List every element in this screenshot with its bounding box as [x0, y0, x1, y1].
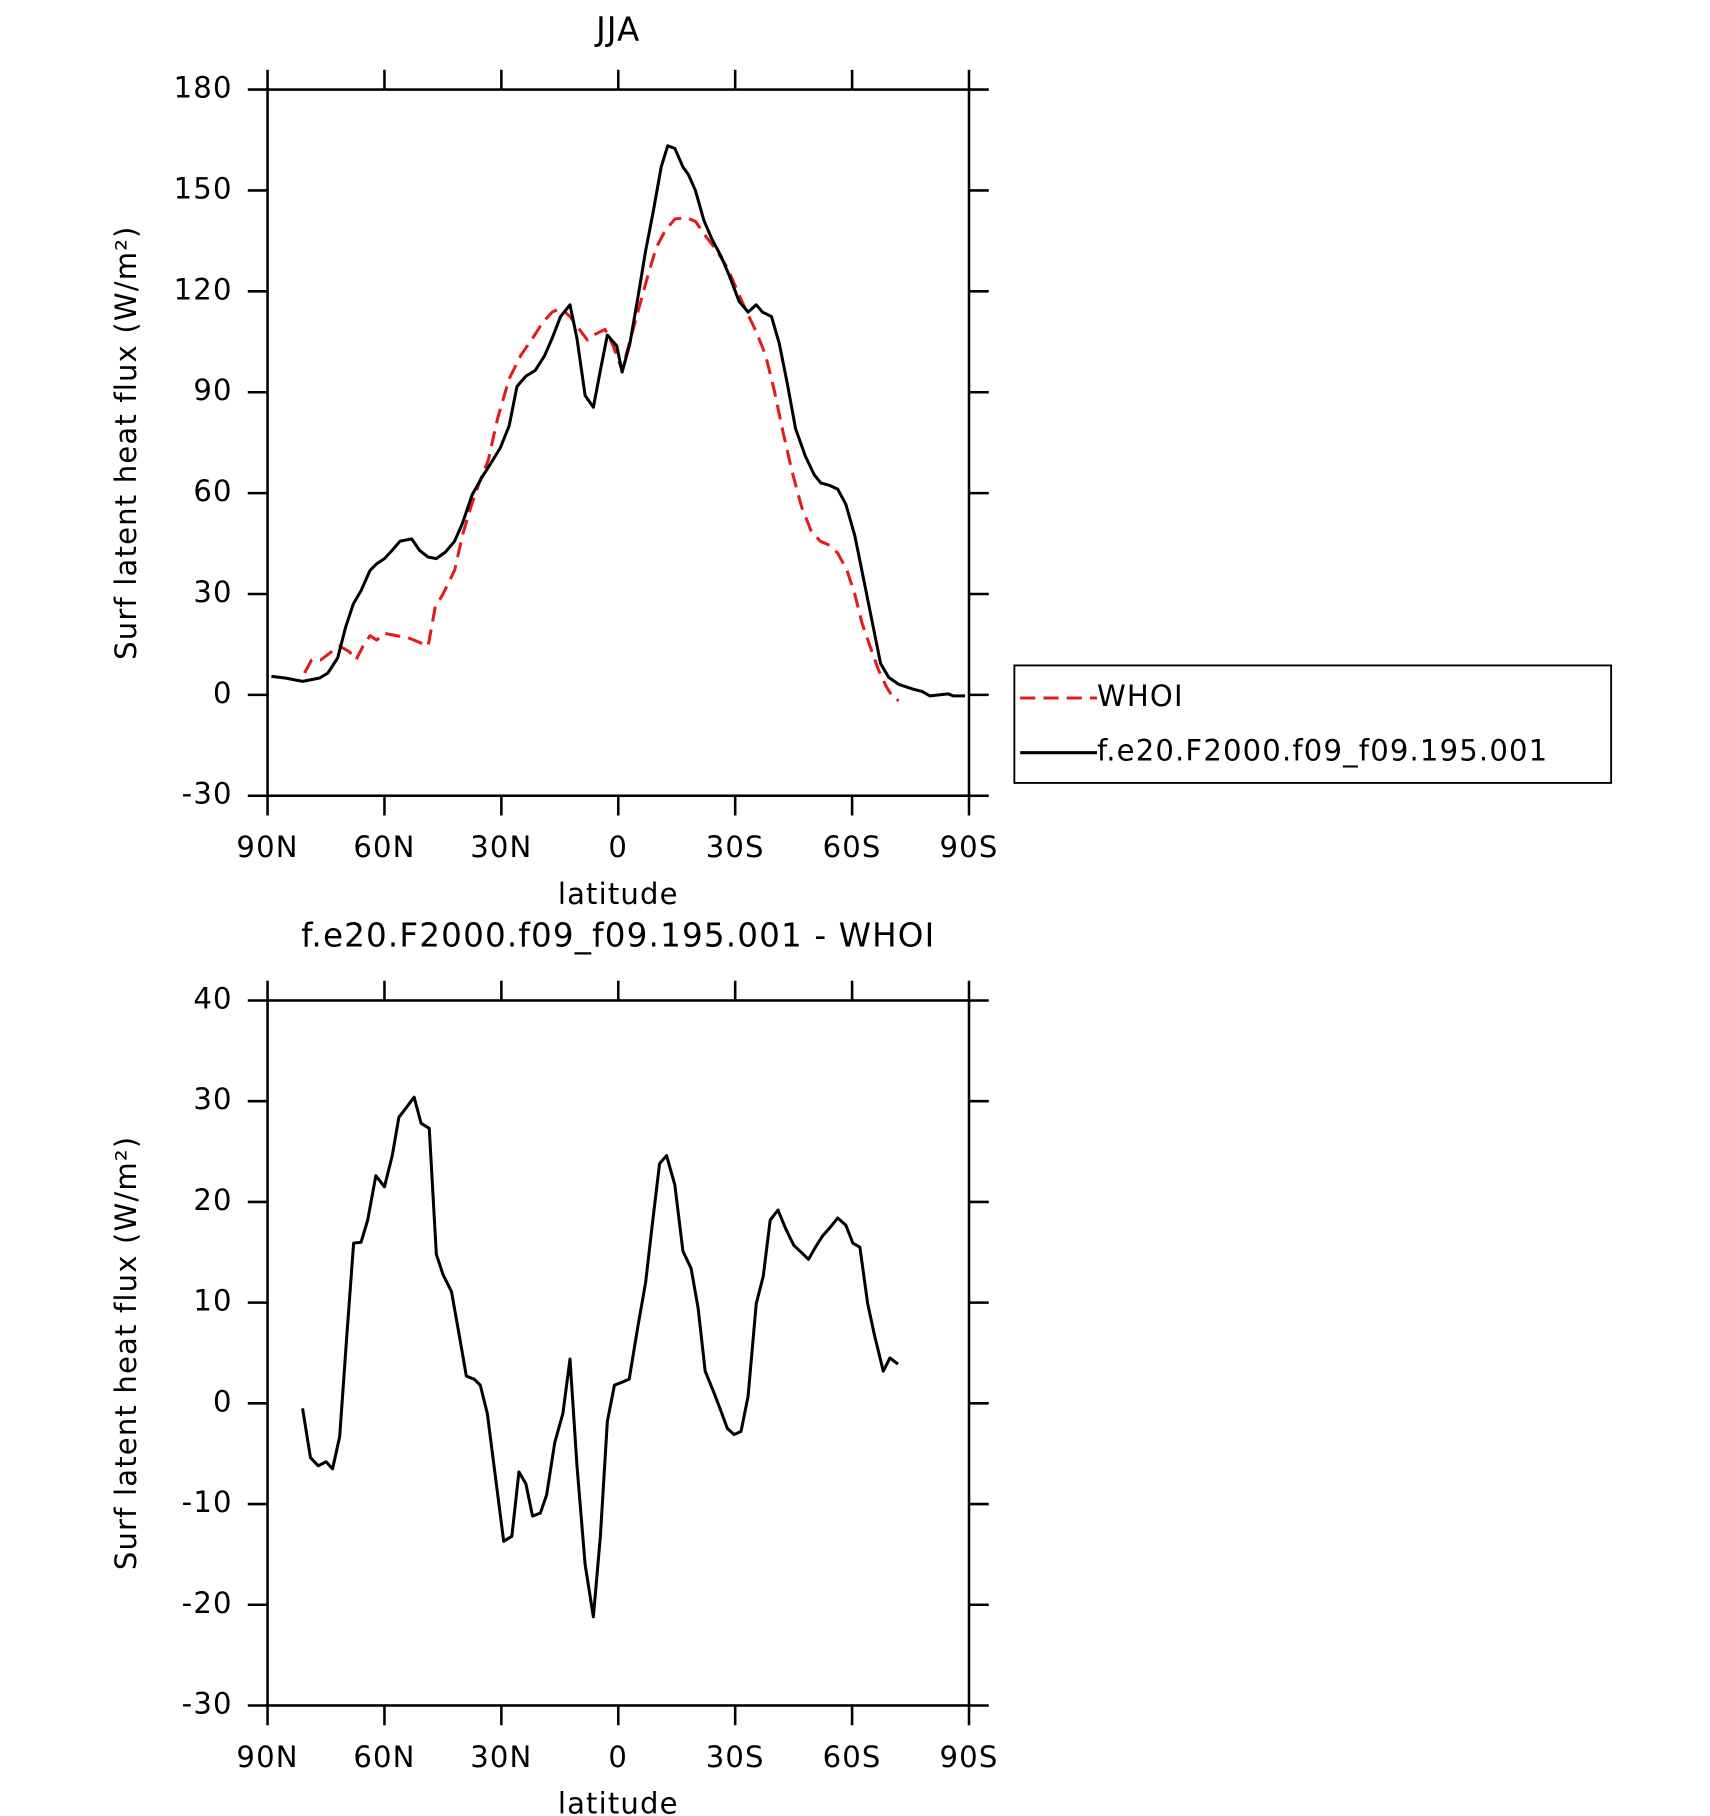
x-tick-label: 60S — [823, 1740, 882, 1774]
legend-box — [1013, 664, 1613, 784]
x-tick-label: 60N — [353, 1740, 415, 1774]
y-tick-label: 150 — [174, 171, 233, 205]
y-tick-label: 60 — [193, 474, 232, 508]
x-tick-label: 90S — [940, 830, 999, 864]
x-tick-label: 30S — [706, 1740, 765, 1774]
y-tick-label: -20 — [182, 1586, 233, 1620]
y-tick-label: -30 — [182, 1686, 233, 1720]
x-tick-label: 90N — [236, 830, 298, 864]
x-tick-label: 30N — [470, 830, 532, 864]
x-tick-label: 30N — [470, 1740, 532, 1774]
legend-label: f.e20.F2000.f09_f09.195.001 — [1097, 734, 1548, 768]
legend: WHOI f.e20.F2000.f09_f09.195.001 — [1013, 664, 1613, 784]
plot-frame — [266, 999, 971, 1707]
y-tick-label: 10 — [193, 1284, 232, 1318]
y-tick-label: 90 — [193, 373, 232, 407]
chart-title: JJA — [594, 10, 640, 48]
x-tick-label: 0 — [608, 1740, 628, 1774]
x-tick-label: 60S — [823, 830, 882, 864]
y-axis-label: Surf latent heat flux (W/m²) — [109, 225, 143, 659]
chart-title: f.e20.F2000.f09_f09.195.001 - WHOI — [301, 917, 935, 955]
y-tick-label: 180 — [174, 71, 233, 105]
y-tick-label: -30 — [182, 777, 233, 811]
y-tick-label: 30 — [193, 575, 232, 609]
y-tick-label: 0 — [213, 1384, 233, 1418]
x-axis-label: latitude — [558, 877, 679, 911]
x-tick-label: 0 — [608, 830, 628, 864]
data-line — [271, 144, 966, 698]
x-tick-label: 90S — [940, 1740, 999, 1774]
data-line — [301, 1095, 899, 1619]
data-line — [303, 216, 900, 702]
plot-frame — [266, 88, 971, 798]
legend-label: WHOI — [1097, 679, 1184, 713]
y-tick-label: 120 — [174, 272, 233, 306]
x-axis-label: latitude — [558, 1787, 679, 1816]
x-tick-label: 30S — [706, 830, 765, 864]
y-tick-label: 30 — [193, 1082, 232, 1116]
y-tick-label: 20 — [193, 1183, 232, 1217]
y-tick-label: 0 — [213, 676, 233, 710]
y-axis-label: Surf latent heat flux (W/m²) — [109, 1136, 143, 1570]
y-tick-label: 40 — [193, 981, 232, 1015]
x-tick-label: 90N — [236, 1740, 298, 1774]
x-tick-label: 60N — [353, 830, 415, 864]
y-tick-label: -10 — [182, 1485, 233, 1519]
